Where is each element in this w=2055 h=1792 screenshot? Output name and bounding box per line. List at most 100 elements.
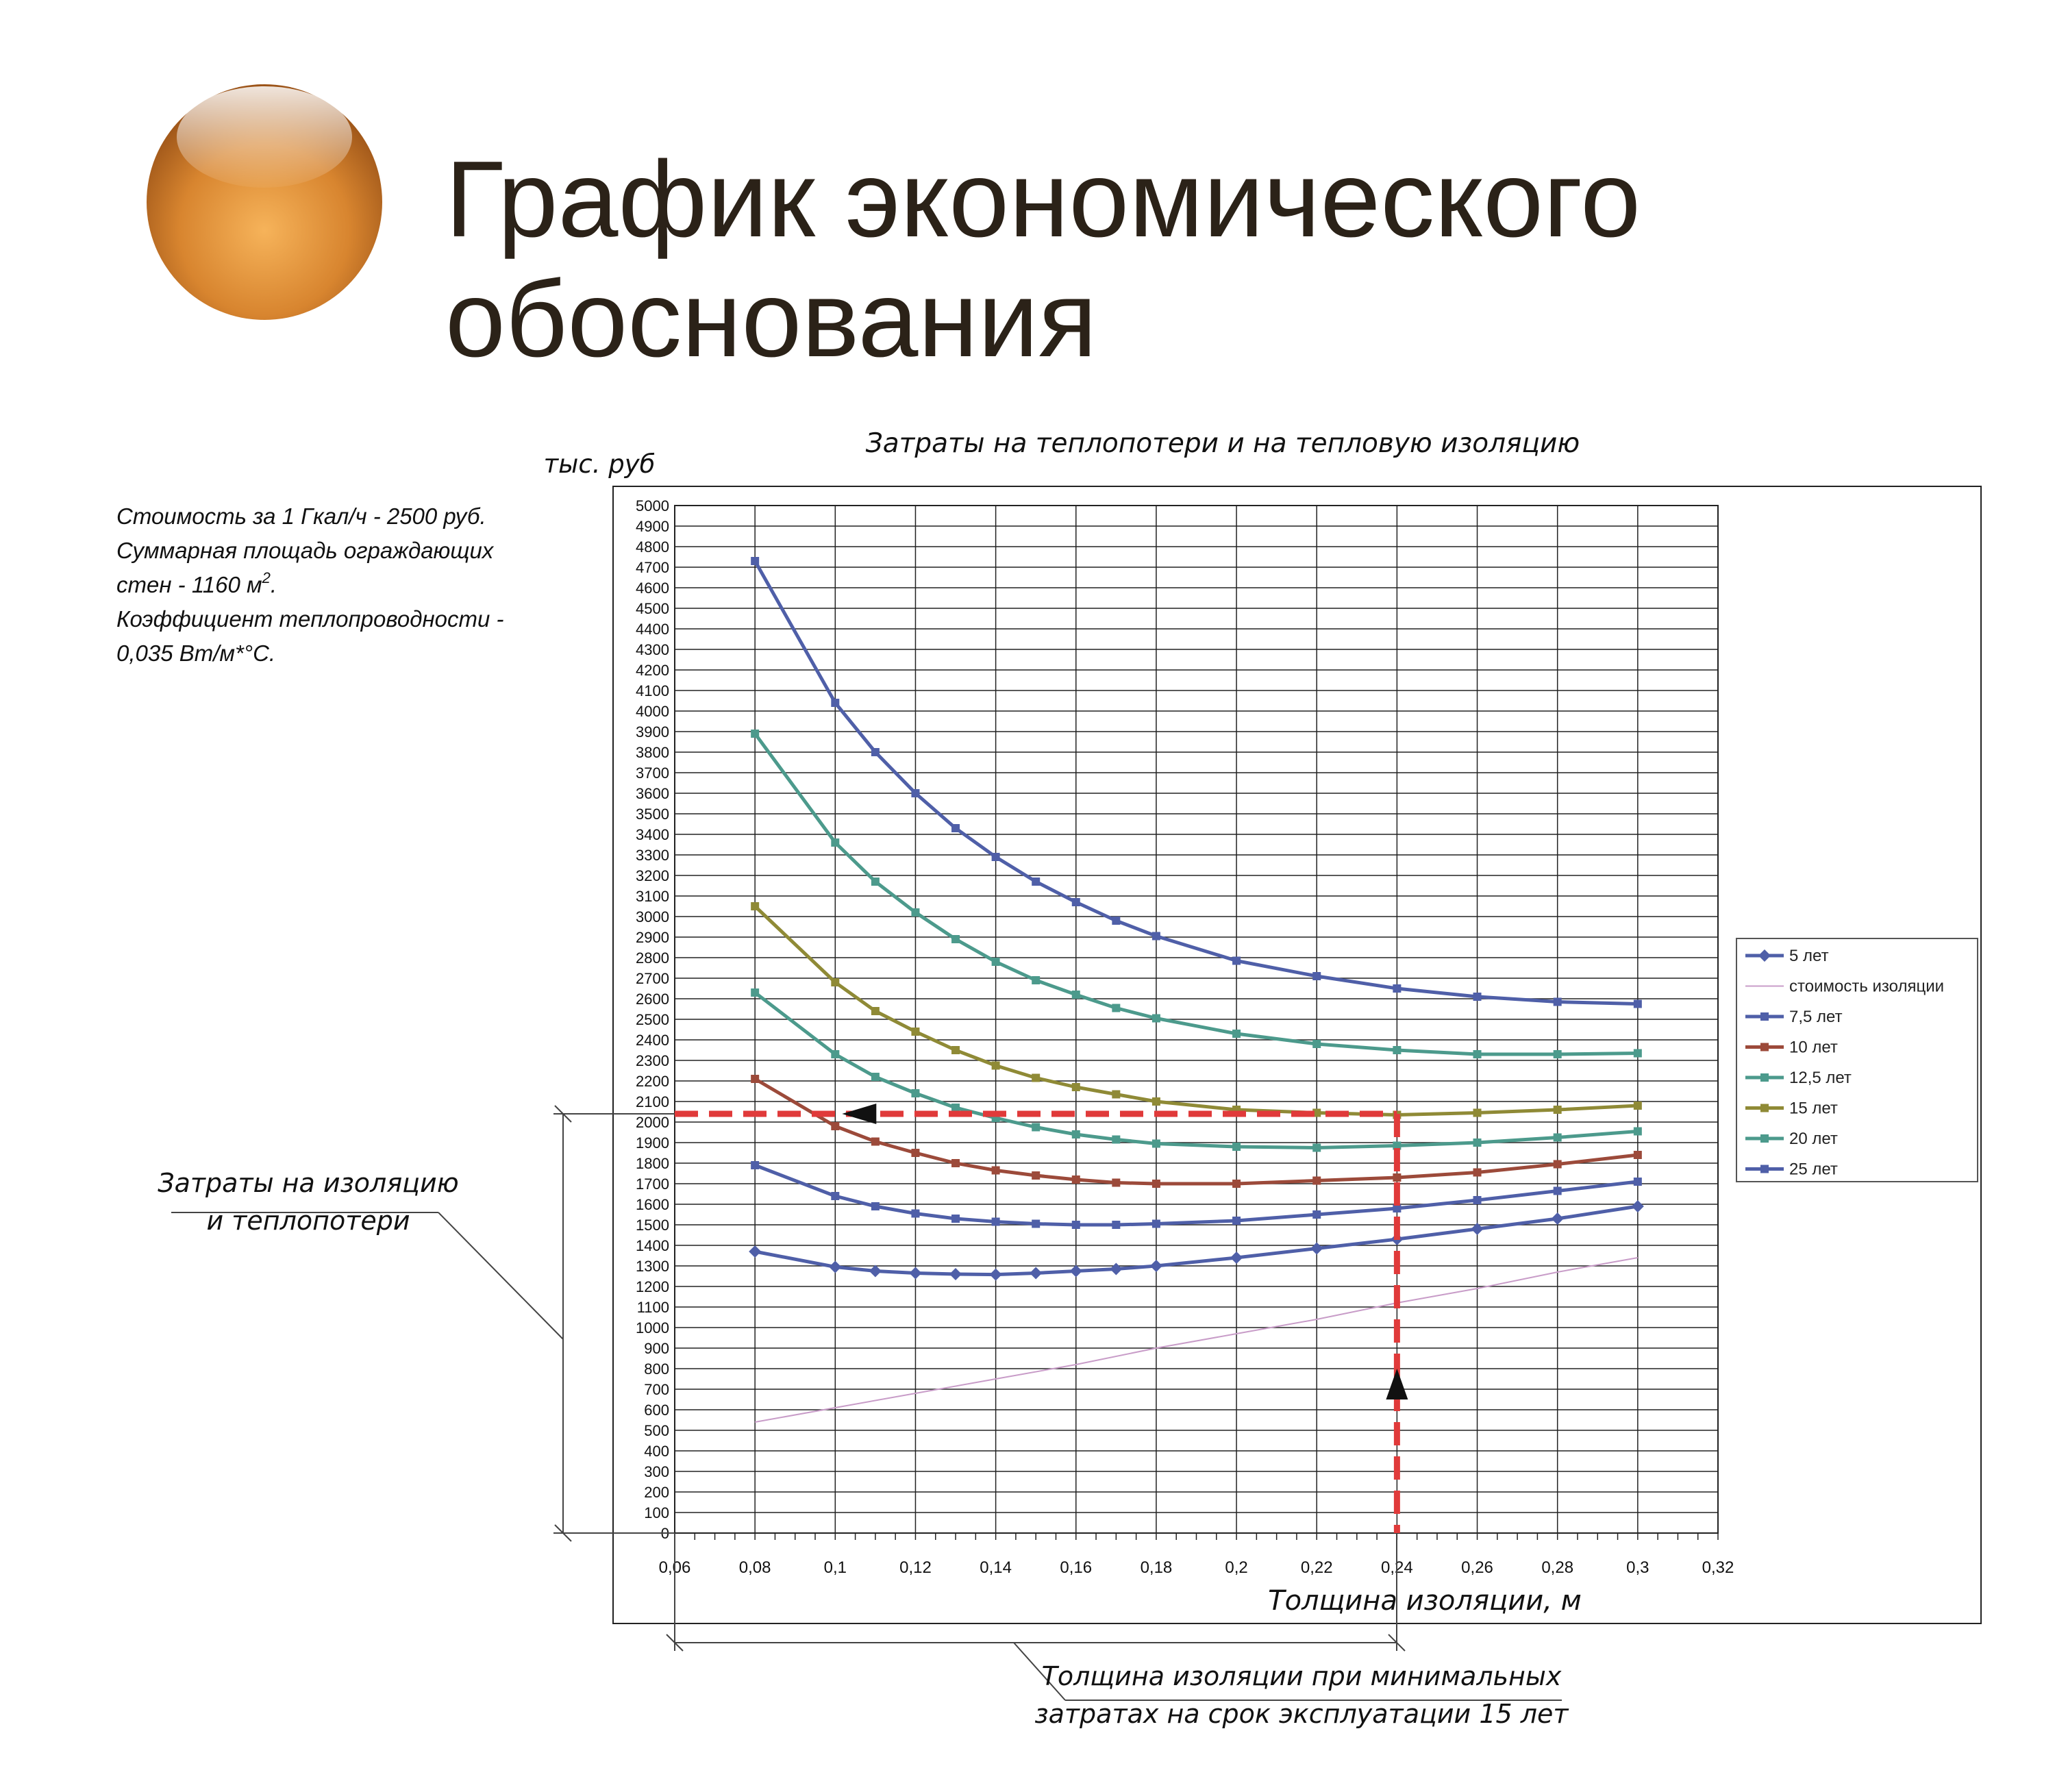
- data-point: [1473, 1168, 1482, 1177]
- y-tick-label: 5000: [636, 497, 669, 514]
- y-tick-label: 3500: [636, 806, 669, 823]
- data-point: [1232, 956, 1241, 965]
- legend-marker: [1760, 1134, 1769, 1143]
- y-tick-label: 2500: [636, 1011, 669, 1028]
- legend-item: 10 лет: [1745, 1038, 1838, 1057]
- data-point: [991, 1061, 1000, 1070]
- data-point: [1633, 999, 1642, 1008]
- y-tick-label: 2400: [636, 1032, 669, 1049]
- y-tick-label: 3300: [636, 847, 669, 864]
- legend-label: 15 лет: [1789, 1099, 1838, 1118]
- x-tick-label: 0,14: [980, 1558, 1012, 1577]
- legend-marker: [1760, 1043, 1769, 1051]
- data-point: [871, 748, 880, 756]
- data-point: [871, 1007, 880, 1015]
- y-tick-label: 2100: [636, 1093, 669, 1110]
- data-point: [1069, 1265, 1082, 1278]
- parameters-note: Стоимость за 1 Гкал/ч - 2500 руб. Суммар…: [116, 503, 503, 666]
- y-tick-label: 400: [644, 1443, 669, 1460]
- x-tick-label: 0,12: [899, 1558, 932, 1577]
- note-line-3-end: .: [271, 572, 277, 597]
- legend-item: 7,5 лет: [1745, 1008, 1843, 1026]
- y-tick-label: 2000: [636, 1114, 669, 1131]
- data-point: [1631, 1200, 1644, 1212]
- data-point: [871, 1202, 880, 1210]
- data-point: [1553, 1106, 1562, 1114]
- y-tick-label: 600: [644, 1402, 669, 1419]
- y-tick-label: 3900: [636, 723, 669, 741]
- data-point: [751, 902, 760, 910]
- data-point: [749, 1245, 762, 1258]
- data-point: [1312, 1108, 1321, 1117]
- y-tick-label: 4600: [636, 580, 669, 597]
- note-line-3: стен - 1160 м2.: [116, 569, 277, 597]
- y-tick-label: 800: [644, 1360, 669, 1378]
- data-point: [1230, 1252, 1243, 1264]
- data-point: [1149, 1260, 1162, 1272]
- data-point: [1553, 1186, 1562, 1195]
- legend-item: 15 лет: [1745, 1099, 1838, 1118]
- data-point: [1112, 1090, 1121, 1099]
- data-point: [1112, 1004, 1121, 1012]
- data-point: [1553, 1050, 1562, 1058]
- legend-marker: [1758, 949, 1771, 962]
- data-point: [1553, 1133, 1562, 1142]
- y-tick-label: 2800: [636, 949, 669, 967]
- series-line: [754, 560, 1638, 1006]
- data-point: [1032, 1219, 1041, 1228]
- x-tick-label: 0,16: [1060, 1558, 1092, 1577]
- x-tick-label: 0,2: [1225, 1558, 1247, 1577]
- series-line: [754, 991, 1638, 1149]
- series-line: [754, 1163, 1639, 1227]
- y-tick-label: 2200: [636, 1073, 669, 1090]
- x-tick-label: 0,26: [1461, 1558, 1493, 1577]
- series-6: [751, 902, 1642, 1119]
- x-tick-label: 0,3: [1626, 1558, 1649, 1577]
- y-tick-label: 4100: [636, 682, 669, 699]
- series-line: [754, 732, 1638, 1056]
- data-point: [1071, 1083, 1080, 1091]
- left-callout-line1: Затраты на изоляцию: [158, 1168, 458, 1198]
- data-point: [911, 1028, 920, 1036]
- series-4: [751, 1075, 1642, 1188]
- y-tick-label: 4800: [636, 538, 669, 556]
- data-point: [1112, 1221, 1121, 1229]
- y-tick-label: 1100: [637, 1299, 669, 1316]
- y-axis-label: тыс. руб: [544, 449, 656, 479]
- data-point: [949, 1268, 962, 1280]
- legend-label: 7,5 лет: [1789, 1008, 1843, 1026]
- legend-marker: [1760, 1012, 1769, 1021]
- data-point: [1633, 1127, 1642, 1136]
- series-3: [751, 1161, 1642, 1229]
- data-point: [1473, 993, 1482, 1001]
- data-point: [1393, 1046, 1402, 1054]
- data-point: [1312, 1176, 1321, 1185]
- x-tick-labels: 0,06 0,08 0,1 0,12 0,14 0,16 0,18 0,2 0,22 0,24 0,…: [659, 1558, 1734, 1577]
- data-point: [1393, 1141, 1402, 1150]
- data-point: [1551, 1212, 1564, 1225]
- data-point: [991, 1166, 1000, 1175]
- series-line: [755, 1257, 1638, 1423]
- data-point: [1232, 1030, 1241, 1038]
- note-line-5: 0,035 Вт/м*°С.: [116, 640, 275, 666]
- legend-item: 5 лет: [1745, 947, 1829, 965]
- data-point: [1393, 984, 1402, 993]
- data-point: [991, 958, 1000, 966]
- data-point: [1473, 1196, 1482, 1204]
- y-tick-label: 300: [644, 1463, 669, 1480]
- data-point: [831, 838, 840, 847]
- y-tick-label: 4900: [636, 518, 669, 535]
- data-point: [1473, 1050, 1482, 1058]
- legend-box: [1736, 938, 1978, 1182]
- legend-item: 12,5 лет: [1745, 1069, 1852, 1087]
- y-tick-label: 3600: [636, 785, 669, 802]
- data-point: [1151, 1139, 1160, 1148]
- series-8: [751, 557, 1642, 1008]
- data-point: [1553, 1160, 1562, 1169]
- series-7: [751, 730, 1642, 1058]
- data-point: [911, 908, 920, 917]
- y-tick-label: 1800: [636, 1155, 669, 1172]
- x-axis-label: Толщина изоляции, м: [1268, 1585, 1582, 1617]
- y-tick-label: 2700: [636, 970, 669, 987]
